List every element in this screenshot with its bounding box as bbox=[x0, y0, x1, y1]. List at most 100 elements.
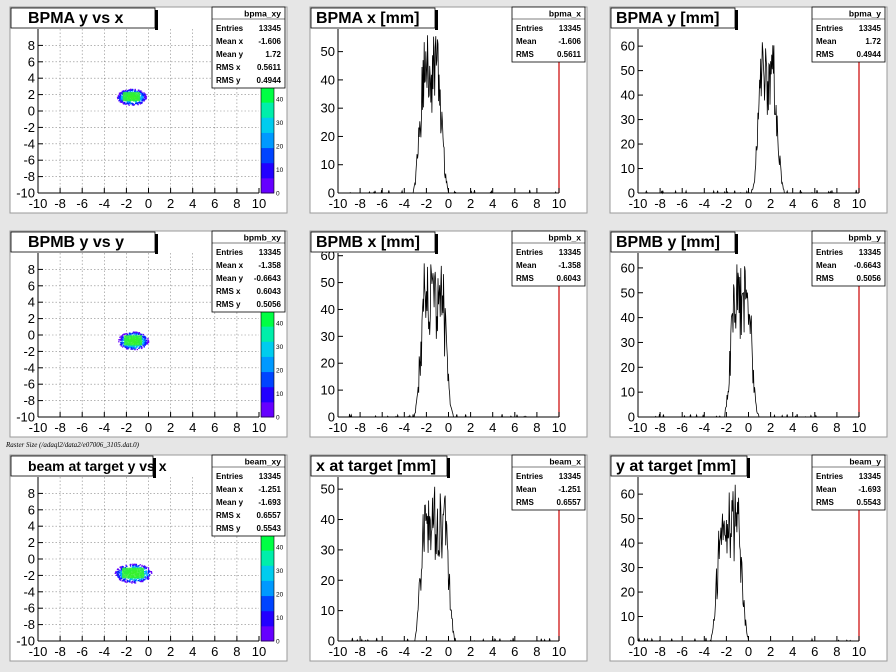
heatmap-cell bbox=[134, 580, 136, 582]
x-tick-label: -2 bbox=[421, 196, 433, 211]
heatmap-cell bbox=[117, 568, 119, 570]
x-tick-label: 10 bbox=[252, 196, 266, 211]
stats-label: Mean x bbox=[216, 485, 244, 494]
heatmap-cell bbox=[134, 347, 136, 349]
heatmap-cell bbox=[142, 96, 144, 98]
x-tick-label: -6 bbox=[76, 420, 88, 435]
heatmap-cell bbox=[121, 343, 123, 345]
stats-box bbox=[811, 6, 886, 63]
stats-label: RMS bbox=[816, 498, 834, 507]
stats-box bbox=[511, 6, 586, 63]
heatmap-cell bbox=[127, 102, 129, 104]
heatmap-cell bbox=[141, 92, 143, 95]
heatmap-cell bbox=[119, 97, 121, 99]
heatmap-cell bbox=[139, 90, 141, 93]
palette-band bbox=[261, 625, 274, 642]
plot-title: BPMB y [mm] bbox=[616, 234, 720, 251]
x-tick-label: 0 bbox=[745, 196, 752, 211]
heatmap-cell bbox=[132, 345, 135, 348]
stats-label: Entries bbox=[816, 472, 844, 481]
x-tick-label: -10 bbox=[329, 644, 348, 659]
heatmap-cell bbox=[144, 336, 146, 338]
heatmap-cell bbox=[136, 345, 138, 347]
heatmap-cell bbox=[145, 337, 147, 339]
x-tick-label: -10 bbox=[629, 196, 648, 211]
heatmap-cell bbox=[128, 580, 131, 582]
plot-title: x at target [mm] bbox=[316, 458, 436, 475]
palette-band bbox=[261, 580, 274, 597]
heatmap-cell bbox=[126, 565, 128, 567]
heatmap-cell bbox=[121, 93, 123, 95]
stats-box bbox=[511, 230, 586, 287]
y-tick-label: 0 bbox=[628, 410, 635, 425]
x-tick-label: -8 bbox=[54, 644, 66, 659]
y-tick-label: -2 bbox=[23, 568, 35, 583]
y-tick-label: 60 bbox=[621, 487, 635, 502]
y-tick-label: 30 bbox=[321, 329, 335, 344]
heatmap-cell bbox=[125, 564, 127, 566]
x-tick-label: 10 bbox=[852, 644, 866, 659]
x-tick-label: -8 bbox=[54, 420, 66, 435]
heatmap-cell bbox=[141, 342, 143, 345]
heatmap-cell bbox=[141, 565, 143, 567]
heatmap-cell bbox=[130, 581, 132, 583]
heatmap-cell bbox=[133, 333, 135, 335]
y-tick-label: 0 bbox=[328, 634, 335, 649]
heatmap-cell bbox=[129, 90, 131, 93]
heatmap-cell bbox=[120, 339, 122, 341]
x-tick-label: 8 bbox=[533, 196, 540, 211]
x-tick-label: -2 bbox=[421, 644, 433, 659]
heatmap-cell bbox=[132, 578, 134, 580]
x-tick-label: 10 bbox=[252, 420, 266, 435]
stats-value: 13345 bbox=[559, 24, 582, 33]
x-tick-label: 6 bbox=[811, 644, 818, 659]
palette-band bbox=[261, 386, 274, 403]
x-tick-label: 8 bbox=[533, 420, 540, 435]
y-tick-label: 50 bbox=[321, 482, 335, 497]
x-tick-label: 0 bbox=[445, 644, 452, 659]
heatmap-cell bbox=[147, 337, 149, 340]
heatmap-cell bbox=[119, 339, 121, 341]
heatmap-cell bbox=[119, 578, 121, 580]
heatmap-cell bbox=[133, 347, 135, 349]
palette-tick-label: 0 bbox=[276, 191, 280, 198]
stats-value: -1.606 bbox=[558, 37, 581, 46]
heatmap-cell bbox=[119, 572, 122, 575]
stats-value: -1.358 bbox=[258, 261, 281, 270]
stats-value: 13345 bbox=[559, 248, 582, 257]
x-tick-label: 0 bbox=[445, 420, 452, 435]
x-tick-label: -2 bbox=[121, 420, 133, 435]
heatmap-cell bbox=[122, 346, 124, 348]
stats-value: -1.693 bbox=[858, 485, 881, 494]
heatmap-cell bbox=[121, 569, 123, 571]
heatmap-cell bbox=[143, 92, 145, 94]
x-tick-label: -6 bbox=[76, 644, 88, 659]
heatmap-cell bbox=[130, 565, 132, 567]
heatmap-cell bbox=[145, 96, 148, 98]
heatmap-cell bbox=[122, 101, 124, 103]
y-tick-label: 40 bbox=[321, 72, 335, 87]
heatmap-cell bbox=[139, 346, 141, 348]
heatmap-cell bbox=[145, 567, 147, 570]
heatmap-cell bbox=[121, 580, 123, 582]
heatmap-cell bbox=[118, 339, 120, 341]
heatmap-cell bbox=[117, 95, 119, 97]
heatmap-cell bbox=[146, 343, 148, 345]
y-tick-label: 0 bbox=[628, 634, 635, 649]
palette-tick-label: 10 bbox=[276, 391, 284, 398]
heatmap-cell bbox=[118, 576, 120, 578]
heatmap-cell bbox=[119, 93, 122, 95]
x-tick-label: 4 bbox=[789, 196, 796, 211]
y-tick-label: 4 bbox=[28, 71, 35, 86]
x-tick-label: 6 bbox=[511, 196, 518, 211]
heatmap-cell bbox=[132, 88, 134, 91]
y-tick-label: 0 bbox=[628, 186, 635, 201]
palette-tick-label: 40 bbox=[276, 96, 284, 103]
x-tick-label: -4 bbox=[699, 644, 711, 659]
stats-label: Entries bbox=[216, 248, 244, 257]
y-tick-label: -10 bbox=[16, 186, 35, 201]
heatmap-cell bbox=[121, 337, 123, 340]
heatmap-cell bbox=[145, 336, 147, 339]
x-tick-label: 2 bbox=[167, 196, 174, 211]
heatmap-cell bbox=[144, 95, 146, 97]
